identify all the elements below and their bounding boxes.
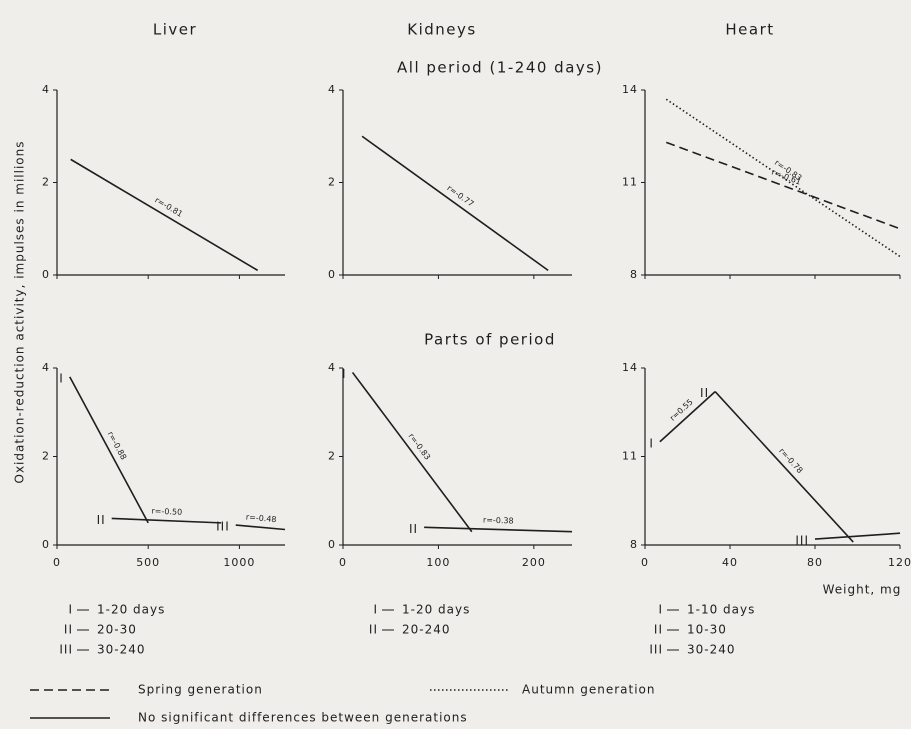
- axes: [644, 368, 900, 546]
- x-tick-label: 80: [807, 556, 823, 569]
- legend-mark: III: [59, 643, 73, 657]
- legend-mark: I: [68, 603, 73, 617]
- x-tick-label: 0: [339, 556, 347, 569]
- x-tick-label: 500: [136, 556, 160, 569]
- correlation-label: r=-0.50: [151, 507, 182, 517]
- legend-text: 20-240: [402, 623, 451, 637]
- legend-mark: II: [654, 623, 663, 637]
- x-tick-label: 40: [722, 556, 738, 569]
- line: [70, 158, 259, 272]
- y-tick-label: 8: [630, 268, 638, 281]
- legend-mark: I: [373, 603, 378, 617]
- legend-text: 30-240: [687, 643, 736, 657]
- axes: [342, 90, 572, 276]
- period-label: I: [342, 367, 347, 381]
- line: [665, 141, 901, 230]
- y-tick-label: 2: [328, 450, 336, 463]
- y-tick-label: 14: [622, 83, 638, 96]
- x-tick-label: 200: [522, 556, 546, 569]
- period-label: I: [649, 436, 654, 450]
- y-tick-label: 11: [622, 450, 638, 463]
- period-label: II: [700, 386, 709, 400]
- legend-text: Spring generation: [138, 683, 263, 697]
- y-tick-label: 0: [42, 538, 50, 551]
- correlation-label: r=-0.38: [483, 516, 514, 526]
- x-tick-label: 1000: [223, 556, 255, 569]
- legend-mark: II: [64, 623, 73, 637]
- line: [665, 98, 901, 258]
- y-tick-label: 2: [328, 176, 336, 189]
- line: [424, 526, 573, 533]
- line: [351, 371, 473, 533]
- y-tick-label: 4: [42, 83, 50, 96]
- y-axis-label: Oxidation-reduction activity, impulses i…: [13, 141, 27, 484]
- y-tick-label: 2: [42, 176, 50, 189]
- line: [814, 532, 901, 540]
- line: [111, 517, 222, 524]
- y-tick-label: 0: [328, 268, 336, 281]
- axes: [56, 90, 285, 276]
- y-tick-label: 0: [42, 268, 50, 281]
- legend-mark: II: [369, 623, 378, 637]
- line: [235, 524, 286, 531]
- x-tick-label: 0: [641, 556, 649, 569]
- y-tick-label: 14: [622, 361, 638, 374]
- y-tick-label: 11: [622, 176, 638, 189]
- period-label: III: [795, 534, 809, 548]
- x-tick-label: 120: [888, 556, 911, 569]
- line: [659, 391, 716, 443]
- y-tick-label: 8: [630, 538, 638, 551]
- legend-mark: III: [649, 643, 663, 657]
- correlation-label: r=-0.78: [777, 446, 804, 475]
- legend-text: No significant differences between gener…: [138, 711, 468, 725]
- line: [69, 376, 149, 524]
- line: [714, 391, 854, 543]
- correlation-label: r=0.55: [668, 397, 695, 422]
- correlation-label: r=-0.83: [407, 432, 433, 462]
- correlation-label: r=-0.48: [245, 512, 276, 524]
- legend-text: 1-20 days: [402, 603, 470, 617]
- legend-text: 1-10 days: [687, 603, 755, 617]
- row-title: All period (1-240 days): [397, 59, 603, 77]
- legend-text: 30-240: [97, 643, 146, 657]
- period-label: III: [216, 520, 230, 534]
- y-tick-label: 4: [328, 361, 336, 374]
- axes: [342, 368, 572, 546]
- column-title: Kidneys: [407, 21, 476, 39]
- column-title: Heart: [725, 21, 774, 39]
- correlation-label: r=-0.81: [153, 195, 184, 218]
- x-tick-label: 0: [53, 556, 61, 569]
- correlation-label: r=-0.88: [106, 430, 128, 461]
- period-label: II: [409, 522, 418, 536]
- line: [361, 135, 549, 272]
- legend-text: 10-30: [687, 623, 727, 637]
- legend-text: Autumn generation: [522, 683, 656, 697]
- y-tick-label: 4: [42, 361, 50, 374]
- x-tick-label: 100: [426, 556, 450, 569]
- y-tick-label: 0: [328, 538, 336, 551]
- correlation-label: r=-0.77: [445, 183, 475, 208]
- period-label: I: [59, 371, 64, 385]
- legend-text: 1-20 days: [97, 603, 165, 617]
- period-label: II: [97, 513, 106, 527]
- y-tick-label: 2: [42, 450, 50, 463]
- row-title: Parts of period: [424, 331, 556, 349]
- y-tick-label: 4: [328, 83, 336, 96]
- x-axis-label: Weight, mg: [823, 583, 902, 597]
- legend-text: 20-30: [97, 623, 137, 637]
- column-title: Liver: [153, 21, 197, 39]
- legend-mark: I: [658, 603, 663, 617]
